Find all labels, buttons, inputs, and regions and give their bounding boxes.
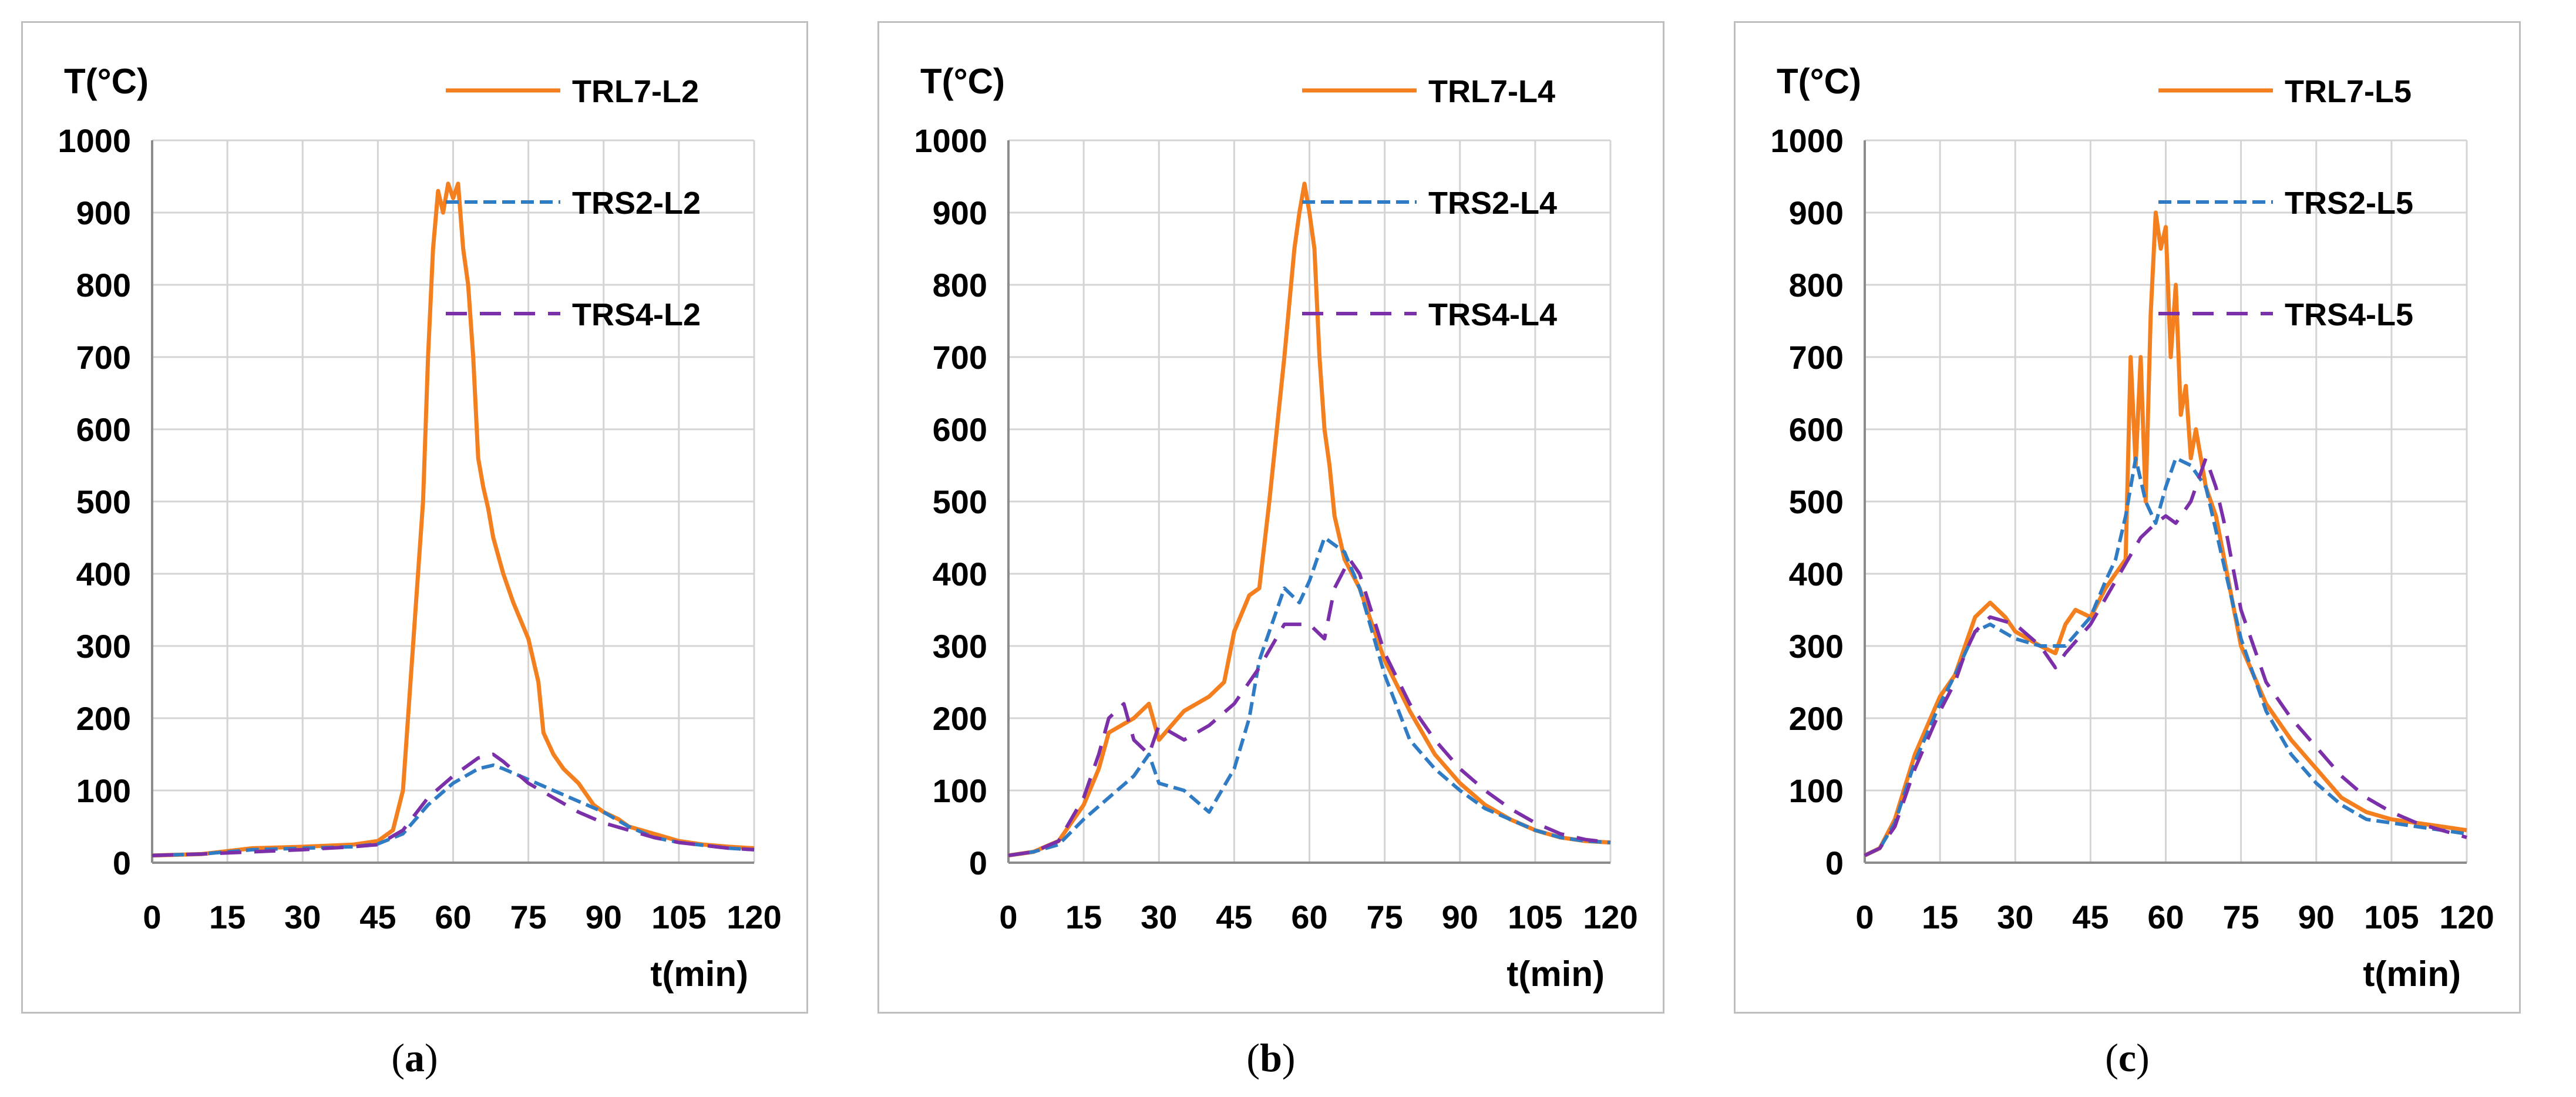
y-tick-label: 0 [969,844,987,881]
caption-c: (c) [1734,1035,2521,1081]
series-line-trs4-l4 [1008,557,1611,857]
y-tick-label: 900 [1789,194,1844,231]
chart-svg-b: 0 100 200 300 400 500 600 700 800 900 1000 0 15 30 45 6… [914,62,1637,994]
x-tick-label: 75 [2222,899,2259,936]
y-tick-label: 1000 [58,122,131,159]
x-tick-label: 30 [284,899,321,936]
x-tick-label: 90 [2298,899,2335,936]
caption-close: ) [425,1035,438,1080]
x-axis-label: t(min) [2363,954,2461,994]
caption-b: (b) [877,1035,1664,1081]
caption-letter: a [405,1035,425,1080]
x-tick-label: 0 [1855,899,1874,936]
y-axis-label: T(°C) [920,62,1005,101]
x-tick-label: 45 [2072,899,2108,936]
legend-label: TRS2-L5 [2285,186,2413,221]
x-tick-label: 60 [435,899,471,936]
series-line-trs4-l2 [152,752,755,857]
caption-close: ) [1282,1035,1296,1080]
x-tick-label: 105 [1508,899,1562,936]
y-tick-label: 300 [933,628,987,665]
y-tick-label: 800 [76,267,131,304]
x-tick-label: 120 [1583,899,1637,936]
x-tick-label: 15 [1922,899,1958,936]
x-tick-label: 90 [1442,899,1478,936]
caption-open: ( [1246,1035,1260,1080]
y-tick-label: 500 [933,483,987,520]
y-tick-label: 500 [1789,483,1844,520]
y-tick-label: 400 [933,556,987,593]
y-tick-label: 600 [76,411,131,448]
y-tick-label: 800 [933,267,987,304]
y-tick-label: 100 [1789,772,1844,809]
chart-svg-c: 0 100 200 300 400 500 600 700 800 900 1000 0 15 30 45 6… [1770,62,2494,994]
y-tick-label: 500 [76,483,131,520]
x-axis-label: t(min) [1506,954,1605,994]
y-tick-label: 300 [76,628,131,665]
y-axis-label: T(°C) [1777,62,1861,101]
chart-svg-a: 0 100 200 300 400 500 600 700 800 900 1000 0 15 30 45 6… [58,62,781,994]
series-line-trs4-l5 [1864,456,2467,857]
x-tick-label: 45 [359,899,396,936]
y-tick-label: 700 [933,339,987,376]
x-tick-label: 75 [510,899,546,936]
y-tick-label: 900 [933,194,987,231]
x-tick-label: 90 [586,899,622,936]
x-tick-label: 30 [1141,899,1177,936]
caption-close: ) [2136,1035,2150,1080]
caption-letter: b [1260,1035,1282,1080]
y-tick-label: 400 [76,556,131,593]
x-tick-label: 45 [1216,899,1252,936]
y-tick-label: 0 [1825,844,1844,881]
x-tick-label: 105 [651,899,706,936]
x-tick-label: 30 [1997,899,2033,936]
y-tick-label: 100 [76,772,131,809]
legend-label: TRS4-L2 [572,297,701,332]
y-tick-label: 1000 [1770,122,1844,159]
y-tick-label: 200 [1789,700,1844,737]
x-tick-label: 0 [143,899,161,936]
x-tick-label: 75 [1366,899,1403,936]
caption-open: ( [2105,1035,2118,1080]
chart-panel-a: 0 100 200 300 400 500 600 700 800 900 1000 0 15 30 45 6… [21,21,808,1014]
x-tick-label: 15 [1065,899,1102,936]
legend-label: TRS4-L4 [1428,297,1557,332]
chart-panel-b: 0 100 200 300 400 500 600 700 800 900 1000 0 15 30 45 6… [877,21,1664,1014]
chart-panel-c: 0 100 200 300 400 500 600 700 800 900 1000 0 15 30 45 6… [1734,21,2521,1014]
series-line-trl7-l5 [1864,210,2467,857]
y-tick-label: 900 [76,194,131,231]
x-tick-label: 60 [2147,899,2184,936]
y-tick-label: 200 [933,700,987,737]
y-tick-label: 0 [113,844,131,881]
legend-label: TRS2-L4 [1428,186,1557,221]
y-tick-label: 300 [1789,628,1844,665]
y-tick-label: 800 [1789,267,1844,304]
legend-label: TRS4-L5 [2285,297,2413,332]
y-tick-label: 700 [1789,339,1844,376]
caption-open: ( [391,1035,405,1080]
x-tick-label: 0 [999,899,1017,936]
x-tick-label: 60 [1291,899,1327,936]
y-tick-label: 200 [76,700,131,737]
y-tick-label: 100 [933,772,987,809]
y-tick-label: 600 [933,411,987,448]
caption-letter: c [2118,1035,2137,1080]
x-tick-label: 120 [2439,899,2494,936]
legend-label: TRL7-L4 [1428,74,1555,109]
x-tick-label: 120 [727,899,781,936]
y-tick-label: 600 [1789,411,1844,448]
series-line-trl7-l4 [1008,181,1611,858]
legend-label: TRL7-L2 [572,74,699,109]
y-tick-label: 400 [1789,556,1844,593]
y-axis-label: T(°C) [64,62,149,101]
x-tick-label: 105 [2364,899,2419,936]
caption-a: (a) [21,1035,808,1081]
series-line-trs2-l4 [1008,536,1611,857]
legend-label: TRS2-L2 [572,186,701,221]
x-tick-label: 15 [209,899,246,936]
y-tick-label: 700 [76,339,131,376]
legend-label: TRL7-L5 [2285,74,2412,109]
y-tick-label: 1000 [914,122,987,159]
x-axis-label: t(min) [650,954,748,994]
